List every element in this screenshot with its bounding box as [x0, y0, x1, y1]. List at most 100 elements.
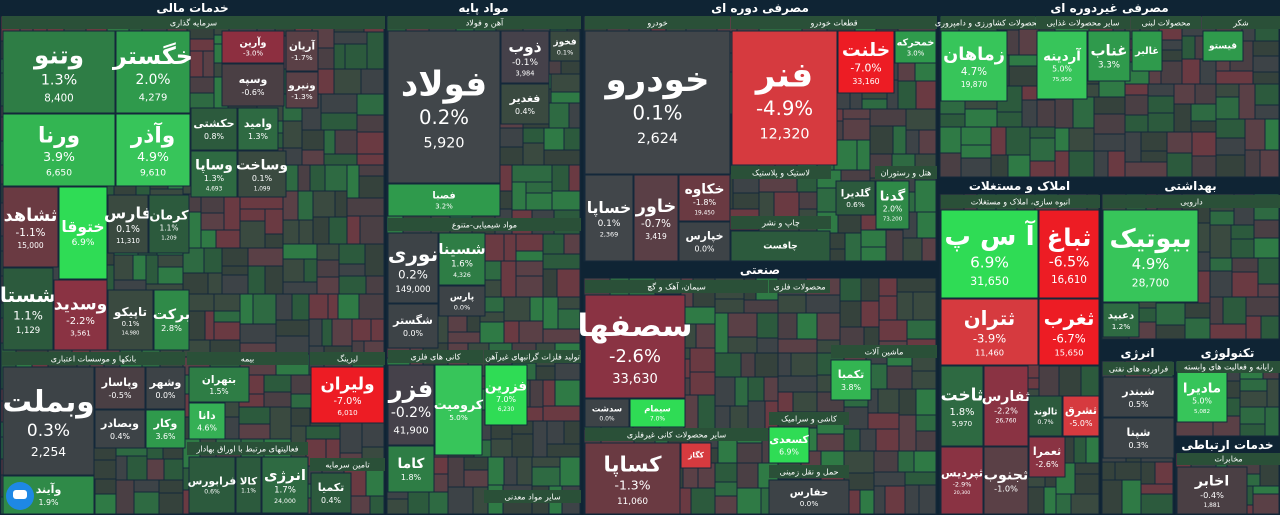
stock-tile[interactable] [768, 426, 810, 464]
stock-tile[interactable] [549, 30, 581, 62]
tile-filler [897, 61, 916, 82]
stock-tile[interactable] [1028, 436, 1066, 478]
stock-tile[interactable] [438, 285, 486, 317]
stock-tile[interactable] [115, 113, 191, 187]
stock-tile[interactable] [107, 194, 149, 254]
stock-tile[interactable] [629, 398, 686, 428]
stock-tile[interactable] [584, 30, 731, 175]
stock-tile[interactable] [190, 107, 238, 151]
stock-tile[interactable] [310, 366, 385, 424]
stock-tile[interactable] [2, 186, 59, 268]
stock-tile[interactable] [387, 364, 435, 446]
tile-filler [1239, 406, 1266, 425]
stock-tile[interactable] [1038, 298, 1100, 366]
stock-tile[interactable] [940, 298, 1039, 366]
stock-tile[interactable] [678, 174, 731, 222]
stock-tile[interactable] [1028, 395, 1063, 437]
stock-tile[interactable] [148, 194, 190, 254]
stock-change: -1.3% [615, 477, 651, 492]
stock-tile[interactable] [235, 456, 262, 514]
stock-tile[interactable] [94, 409, 146, 449]
stock-tile[interactable] [188, 402, 226, 440]
tile-filler [1140, 150, 1168, 163]
stock-tile[interactable] [1176, 466, 1248, 515]
stock-tile[interactable] [221, 63, 285, 107]
tile-filler [867, 412, 900, 430]
stock-tile[interactable] [387, 445, 435, 493]
stock-tile[interactable] [500, 30, 550, 84]
stock-tile[interactable] [940, 446, 984, 515]
stock-tile[interactable] [940, 209, 1039, 299]
stock-name: زماهان [943, 45, 1005, 65]
stock-tile[interactable] [1102, 302, 1140, 338]
stock-name: فصبا [432, 191, 455, 202]
stock-tile[interactable] [115, 30, 191, 114]
tile-filler [309, 164, 326, 192]
stock-tile[interactable] [484, 364, 528, 426]
stock-tile[interactable] [387, 232, 439, 304]
stock-tile[interactable] [940, 30, 1008, 102]
stock-tile[interactable] [983, 365, 1029, 447]
stock-tile[interactable] [1036, 30, 1088, 100]
stock-tile[interactable] [2, 267, 54, 351]
stock-name: فخوز [552, 37, 576, 47]
stock-tile[interactable] [940, 365, 984, 447]
stock-tile[interactable] [584, 398, 630, 428]
stock-tile[interactable] [438, 232, 486, 286]
stock-tile[interactable] [94, 366, 146, 410]
stock-tile[interactable] [584, 294, 686, 399]
stock-tile[interactable] [387, 303, 439, 349]
stock-tile[interactable] [2, 113, 116, 187]
stock-tile[interactable] [2, 366, 95, 476]
stock-tile[interactable] [145, 366, 186, 410]
stock-tile[interactable] [983, 446, 1029, 515]
stock-tile[interactable] [837, 30, 895, 94]
stock-tile[interactable] [190, 150, 238, 198]
tile-filler [525, 192, 553, 211]
stock-tile[interactable] [387, 183, 501, 217]
tile-filler [290, 407, 311, 427]
stock-tile[interactable] [1202, 30, 1244, 62]
stock-tile[interactable] [875, 180, 910, 230]
stock-tile[interactable] [285, 30, 319, 72]
stock-tile[interactable] [58, 186, 108, 280]
stock-tile[interactable] [680, 442, 712, 469]
stock-tile[interactable] [730, 230, 831, 262]
stock-tile[interactable] [894, 30, 937, 64]
group-header-bg [310, 458, 385, 471]
stock-tile[interactable] [835, 180, 876, 216]
stock-tile[interactable] [387, 30, 501, 184]
stock-tile[interactable] [107, 289, 154, 351]
stock-tile[interactable] [310, 472, 352, 514]
stock-tile[interactable] [1038, 209, 1100, 299]
stock-tile[interactable] [633, 174, 679, 262]
stock-name: کساپا [603, 452, 662, 477]
stock-tile[interactable] [1062, 395, 1100, 437]
stock-tile[interactable] [237, 150, 287, 198]
stock-tile[interactable] [731, 30, 838, 166]
stock-tile[interactable] [768, 479, 850, 515]
stock-tile[interactable] [584, 174, 634, 262]
stock-tile[interactable] [584, 442, 681, 515]
stock-tile[interactable] [1087, 30, 1131, 82]
stock-change: -3.0% [243, 50, 263, 58]
stock-tile[interactable] [188, 456, 236, 514]
stock-tile[interactable] [1102, 417, 1175, 459]
stock-tile[interactable] [53, 279, 108, 351]
stock-tile[interactable] [188, 366, 250, 403]
stock-tile[interactable] [678, 221, 731, 262]
stock-tile[interactable] [1102, 209, 1199, 303]
stock-tile[interactable] [153, 289, 190, 351]
stock-tile[interactable] [261, 456, 309, 514]
stock-tile[interactable] [285, 71, 319, 109]
stock-tile[interactable] [1176, 371, 1228, 423]
stock-tile[interactable] [145, 409, 186, 449]
stock-tile[interactable] [434, 364, 483, 456]
stock-tile[interactable] [2, 30, 116, 114]
stock-tile[interactable] [221, 30, 285, 64]
stock-tile[interactable] [500, 83, 550, 125]
stock-tile[interactable] [1102, 376, 1175, 418]
stock-tile[interactable] [1131, 30, 1163, 72]
stock-tile[interactable] [830, 359, 872, 401]
stock-tile[interactable] [237, 107, 279, 151]
